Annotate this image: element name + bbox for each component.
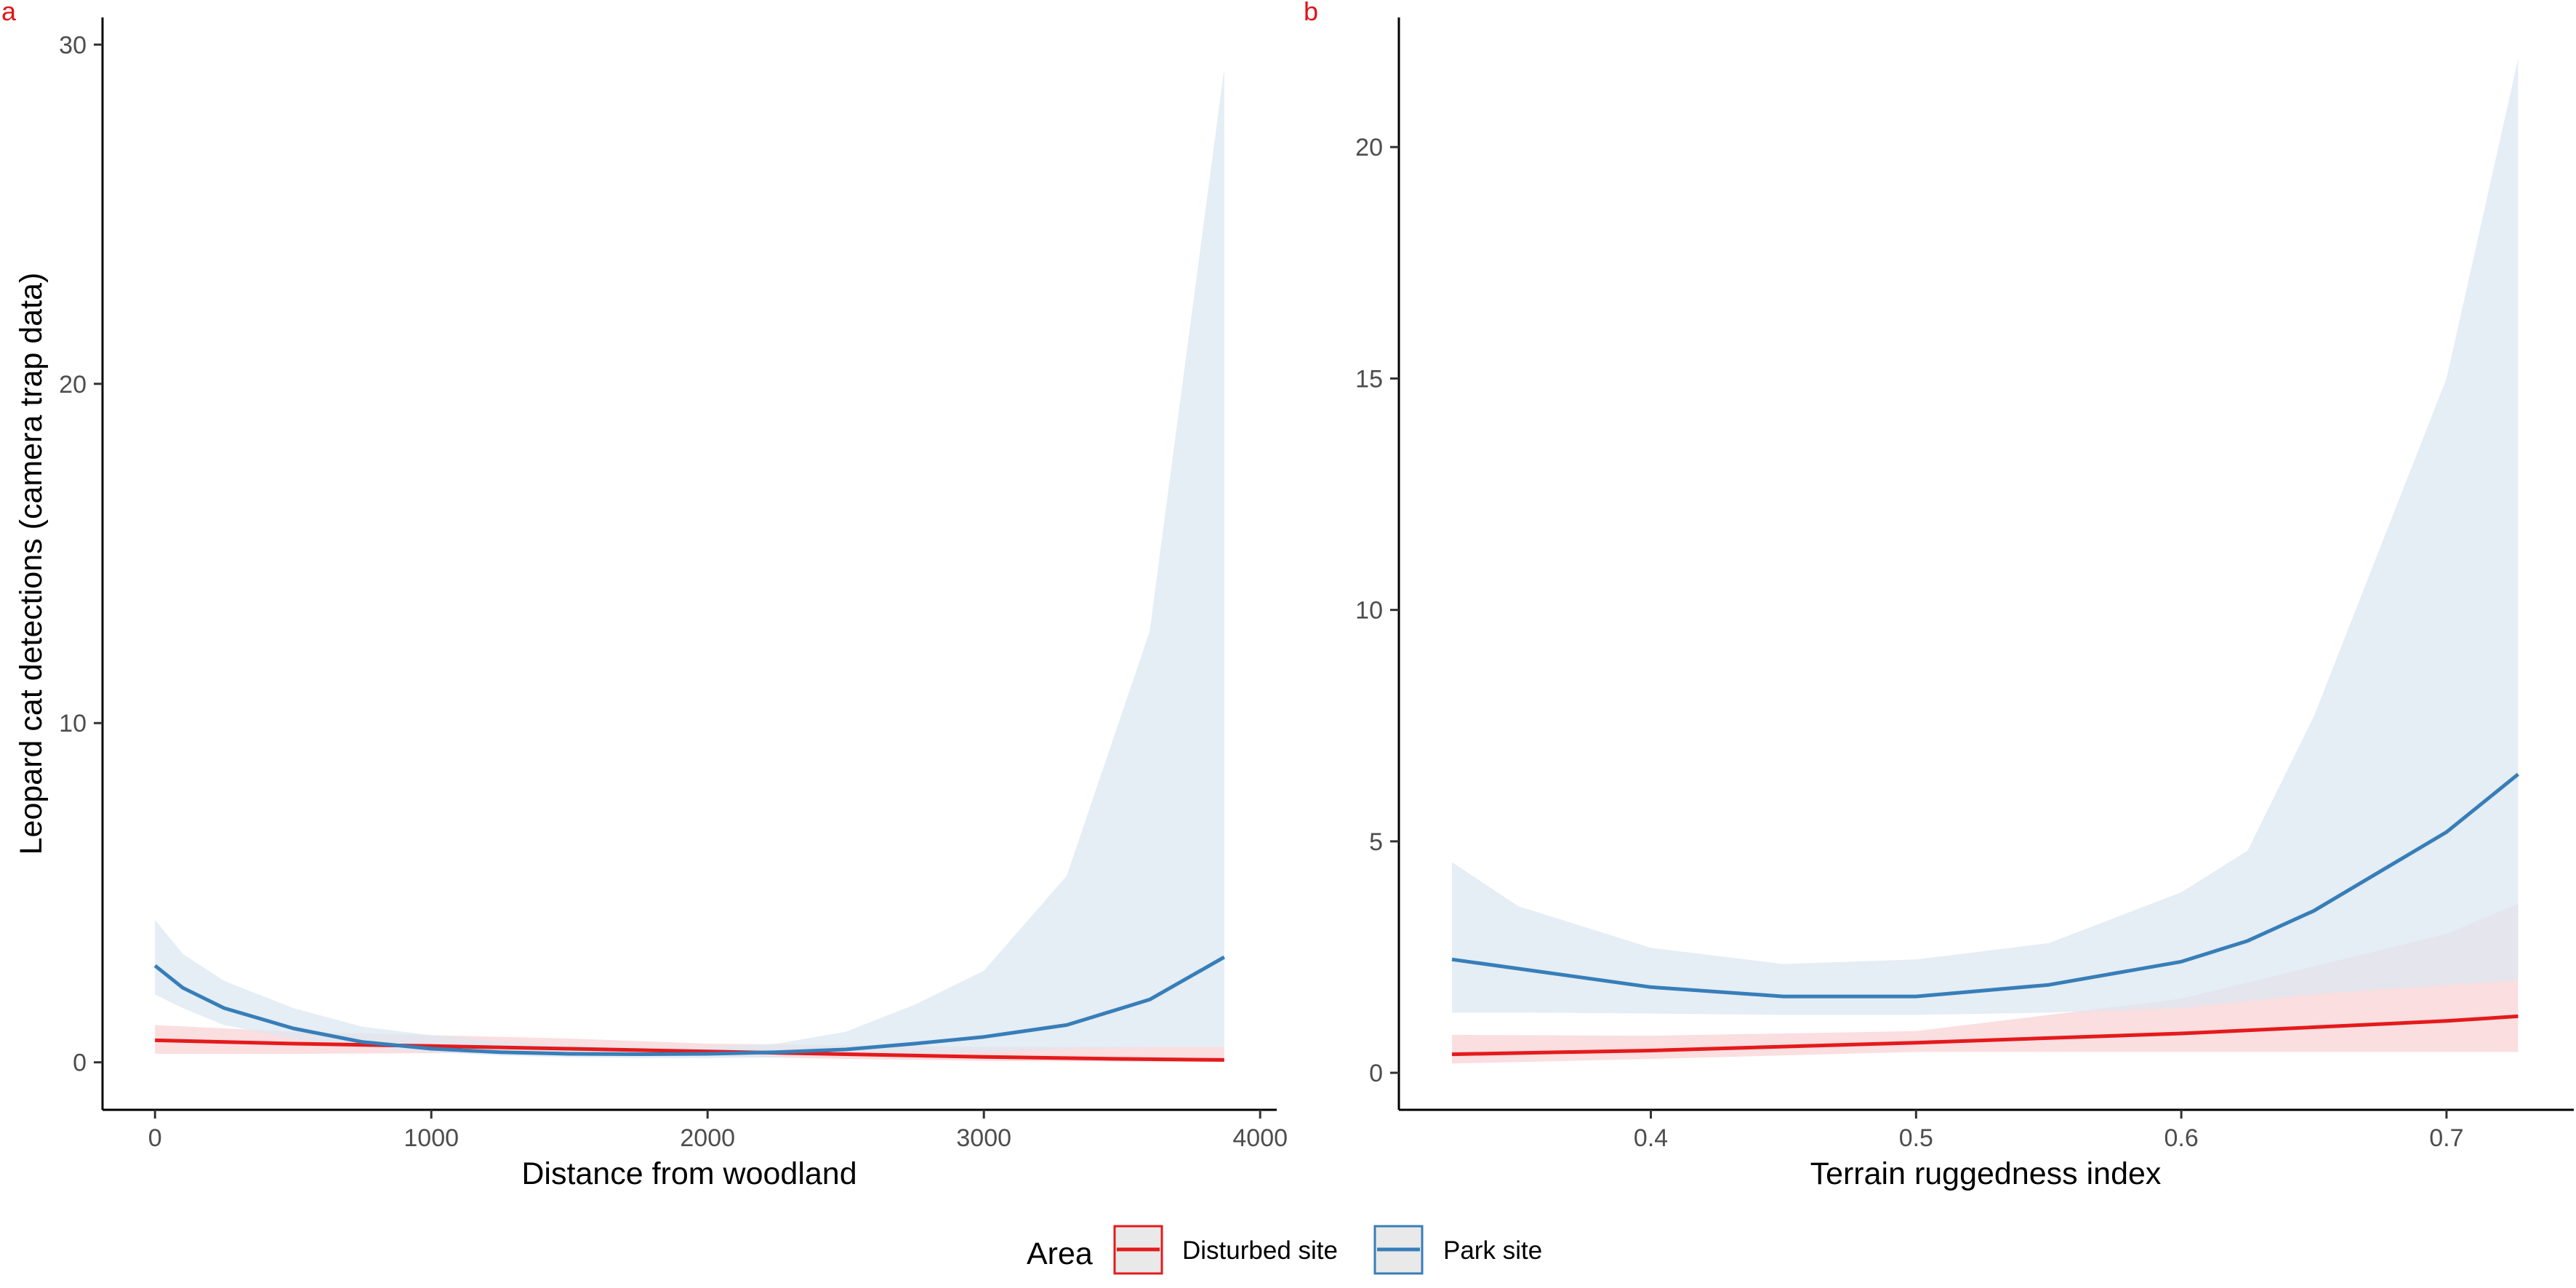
panel-a-lines [153, 955, 1226, 1062]
panel-a: a 0 1000 2000 3000 4000 0 10 20 30 Distance fro… [1, 0, 1288, 1191]
panel-a-ribbon-park-site [155, 68, 1224, 1059]
panel-b-y-tick-label: 20 [1355, 134, 1383, 161]
panel-b-line-disturbed-site [1451, 1014, 2519, 1057]
panel-a-y-tick-label: 30 [59, 31, 87, 59]
panel-a-y-axis-title: Leopard cat detections (camera trap data… [14, 273, 49, 855]
panel-b-y-tick-label: 0 [1369, 1060, 1383, 1087]
panel-b-x-tick-label: 0.6 [2164, 1124, 2198, 1152]
panel-b-x-axis-title: Terrain ruggedness index [1810, 1156, 2162, 1191]
panel-b-letter: b [1304, 0, 1318, 26]
panel-a-line-park-site [153, 955, 1226, 1056]
panel-b-y-tick-label: 10 [1355, 597, 1383, 625]
panel-a-x-tick-label: 4000 [1232, 1124, 1288, 1152]
panel-a-y-tick-label: 10 [59, 710, 87, 737]
panel-b: b 0.4 0.5 0.6 0.7 0 5 10 15 20 Terrain ruggedne… [1304, 0, 2574, 1191]
panel-a-x-tick-label: 3000 [956, 1124, 1011, 1152]
panel-a-y-ticks: 0 10 20 30 [59, 31, 103, 1077]
panel-b-lines [1451, 772, 2519, 1057]
panel-b-y-tick-label: 5 [1369, 828, 1383, 856]
panel-b-y-tick-label: 15 [1355, 365, 1383, 393]
panel-b-ribbons [1452, 59, 2519, 1064]
panel-a-x-ticks: 0 1000 2000 3000 4000 [148, 1110, 1288, 1152]
legend: Area Disturbed site Park site [1027, 1225, 1542, 1275]
legend-key-park-site [1373, 1225, 1424, 1275]
panel-a-x-tick-label: 1000 [404, 1124, 459, 1152]
panel-b-ribbon-park-site [1452, 59, 2519, 1015]
panel-a-x-axis-title: Distance from woodland [521, 1156, 856, 1191]
panel-a-y-tick-label: 0 [73, 1049, 87, 1077]
panel-b-ribbon-disturbed-site [1452, 903, 2519, 1064]
panel-a-x-tick-label: 2000 [680, 1124, 735, 1152]
panel-a-line-disturbed-site [155, 1038, 1224, 1062]
panel-b-x-ticks: 0.4 0.5 0.6 0.7 [1634, 1110, 2464, 1152]
panel-b-x-tick-label: 0.4 [1634, 1124, 1668, 1152]
panel-b-y-ticks: 0 5 10 15 20 [1355, 134, 1399, 1087]
panel-a-x-tick-label: 0 [148, 1124, 162, 1152]
panel-b-x-tick-label: 0.7 [2429, 1124, 2463, 1152]
legend-title: Area [1027, 1236, 1093, 1271]
panel-a-letter: a [1, 0, 17, 26]
legend-key-disturbed-site [1113, 1225, 1163, 1275]
panel-b-x-tick-label: 0.5 [1899, 1124, 1933, 1152]
legend-label-park-site: Park site [1443, 1236, 1542, 1265]
legend-label-disturbed-site: Disturbed site [1182, 1236, 1338, 1265]
panel-a-y-tick-label: 20 [59, 371, 87, 399]
panel-a-ribbons [155, 68, 1224, 1063]
panel-b-line-park-site [1451, 772, 2519, 999]
